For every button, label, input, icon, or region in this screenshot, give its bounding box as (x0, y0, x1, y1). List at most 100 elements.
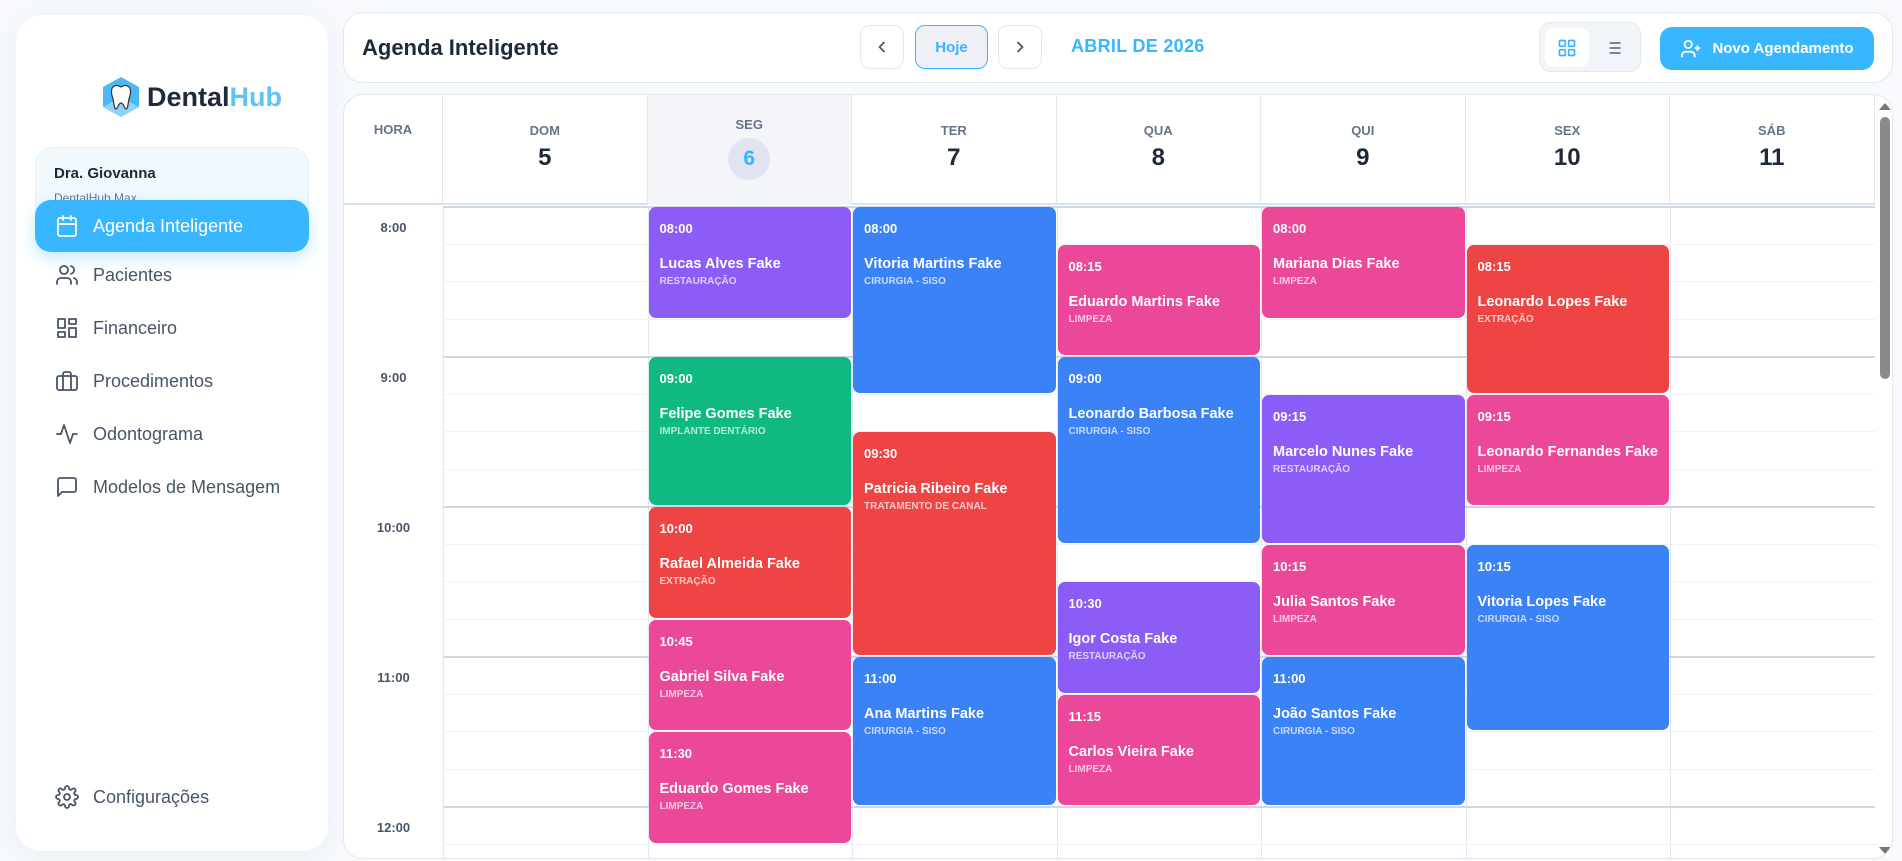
current-month: ABRIL DE 2026 (1071, 36, 1205, 56)
patient-name: Julia Santos Fake (1273, 593, 1396, 610)
sidebar-item-pacientes[interactable]: Pacientes (35, 249, 309, 301)
procedure-name: LIMPEZA (1068, 763, 1113, 775)
calendar-icon (57, 215, 77, 237)
patient-name: Leonardo Barbosa Fake (1068, 406, 1234, 422)
list-icon (1605, 41, 1621, 54)
prev-week-button[interactable] (860, 25, 904, 69)
day-header[interactable]: SEG 6 (647, 95, 852, 205)
procedure-name: CIRURGIA - SISO (1477, 613, 1560, 625)
sidebar: DentalHub Dra. Giovanna DentalHub Max Ag… (16, 15, 328, 851)
grid-line (443, 806, 1875, 808)
patient-name: Eduardo Martins Fake (1068, 293, 1220, 310)
appointment-card[interactable]: 11:30 Eduardo Gomes Fake LIMPEZA (648, 732, 851, 843)
day-header[interactable]: SEX 10 (1466, 95, 1670, 205)
patient-name: Carlos Vieira Fake (1068, 743, 1194, 760)
new-appointment-label: Novo Agendamento (1712, 40, 1854, 57)
user-name: Dra. Giovanna (54, 165, 156, 182)
patient-name: Vitoria Lopes Fake (1477, 593, 1607, 610)
grid-line (443, 581, 1875, 582)
appointment-card[interactable]: 11:00 Ana Martins Fake CIRURGIA - SISO (853, 657, 1056, 805)
appointment-time: 09:00 (659, 371, 693, 386)
day-name: TER (940, 123, 967, 138)
appointment-card[interactable]: 08:00 Lucas Alves Fake RESTAURAÇÃO (648, 207, 851, 318)
appointment-card[interactable]: 08:15 Leonardo Lopes Fake EXTRAÇÃO (1466, 244, 1669, 393)
gear-icon (55, 785, 79, 809)
grid-line (443, 843, 1875, 845)
appointment-card[interactable]: 09:15 Marcelo Nunes Fake RESTAURAÇÃO (1262, 394, 1465, 543)
appointment-time: 11:15 (1068, 708, 1102, 724)
scroll-down-arrow[interactable] (1879, 847, 1891, 854)
patient-name: Leonardo Lopes Fake (1477, 293, 1628, 310)
column-divider (443, 206, 444, 858)
appointment-time: 08:00 (864, 221, 898, 236)
sidebar-item-label: Odontograma (93, 423, 204, 444)
appointment-card[interactable]: 09:00 Felipe Gomes Fake IMPLANTE DENTÁRIO (648, 357, 851, 505)
day-header[interactable]: QUA 8 (1057, 95, 1261, 205)
grid-line (443, 243, 1875, 245)
scroll-up-arrow[interactable] (1879, 103, 1891, 110)
appointment-time: 10:30 (1068, 596, 1102, 611)
next-week-button[interactable] (998, 25, 1042, 69)
appointment-card[interactable]: 10:00 Rafael Almeida Fake EXTRAÇÃO (648, 507, 851, 618)
sidebar-item-odontograma[interactable]: Odontograma (35, 408, 309, 460)
appointment-card[interactable]: 11:00 João Santos Fake CIRURGIA - SISO (1262, 657, 1465, 805)
procedure-name: RESTAURAÇÃO (659, 276, 737, 287)
sidebar-item-agenda[interactable]: Agenda Inteligente (35, 200, 309, 252)
appointment-card[interactable]: 10:15 Julia Santos Fake LIMPEZA (1262, 544, 1465, 655)
sidebar-item-label: Modelos de Mensagem (93, 476, 281, 497)
sidebar-item-label: Configurações (93, 786, 210, 807)
hour-column-header: HORA (344, 95, 443, 205)
sidebar-item-financeiro[interactable]: Financeiro (35, 302, 309, 354)
sidebar-item-procedimentos[interactable]: Procedimentos (35, 355, 309, 407)
grid-line (443, 693, 1875, 695)
appointment-card[interactable]: 10:15 Vitoria Lopes Fake CIRURGIA - SISO (1466, 544, 1669, 730)
users-icon (56, 265, 78, 285)
appointment-card[interactable]: 08:00 Vitoria Martins Fake CIRURGIA - SISO (853, 207, 1056, 393)
view-toggle (1539, 22, 1641, 72)
procedure-name: RESTAURAÇÃO (1068, 651, 1146, 662)
page-title: Agenda Inteligente (362, 35, 559, 60)
grid-icon (1558, 39, 1576, 56)
day-name: SÁB (1758, 123, 1786, 138)
procedure-name: TRATAMENTO DE CANAL (864, 501, 987, 512)
briefcase-icon (56, 371, 78, 391)
procedure-name: LIMPEZA (1273, 276, 1317, 287)
day-header[interactable]: QUI 9 (1261, 95, 1466, 205)
new-appointment-button[interactable]: Novo Agendamento (1660, 27, 1874, 70)
logo: DentalHub (101, 75, 282, 119)
sidebar-item-modelos-mensagem[interactable]: Modelos de Mensagem (35, 461, 309, 513)
day-header[interactable]: TER 7 (852, 95, 1057, 205)
sidebar-item-label: Procedimentos (93, 370, 214, 391)
patient-name: Igor Costa Fake (1068, 631, 1178, 647)
appointment-card[interactable]: 08:15 Eduardo Martins Fake LIMPEZA (1057, 244, 1260, 355)
appointment-card[interactable]: 08:00 Mariana Dias Fake LIMPEZA (1262, 207, 1465, 318)
today-button[interactable]: Hoje (915, 25, 988, 69)
appointment-card[interactable]: 09:00 Leonardo Barbosa Fake CIRURGIA - SIS… (1057, 357, 1260, 543)
day-header[interactable]: DOM 5 (443, 95, 648, 205)
appointment-card[interactable]: 10:30 Igor Costa Fake RESTAURAÇÃO (1057, 582, 1260, 693)
column-divider (852, 206, 853, 858)
procedure-name: CIRURGIA - SISO (864, 276, 946, 287)
grid-view-button[interactable] (1545, 28, 1589, 67)
column-divider (1465, 206, 1467, 858)
list-view-button[interactable] (1591, 28, 1635, 67)
procedure-name: LIMPEZA (1477, 463, 1522, 475)
day-header[interactable]: SÁB 11 (1670, 95, 1875, 205)
message-icon (57, 477, 77, 497)
patient-name: Eduardo Gomes Fake (659, 781, 809, 797)
scrollbar[interactable] (1875, 95, 1892, 858)
appointment-card[interactable]: 09:15 Leonardo Fernandes Fake LIMPEZA (1466, 394, 1669, 505)
appointment-card[interactable]: 09:30 Patricia Ribeiro Fake TRATAMENTO DE … (853, 432, 1056, 655)
scrollbar-thumb[interactable] (1880, 117, 1890, 379)
chevron-left-icon (878, 41, 886, 53)
appointment-card[interactable]: 10:45 Gabriel Silva Fake LIMPEZA (648, 619, 851, 730)
appointment-card[interactable]: 11:15 Carlos Vieira Fake LIMPEZA (1057, 694, 1260, 805)
appointment-time: 11:00 (864, 671, 897, 686)
column-divider (1056, 206, 1058, 858)
day-name: DOM (529, 123, 560, 138)
patient-name: Lucas Alves Fake (659, 256, 781, 272)
patient-name: Felipe Gomes Fake (659, 406, 792, 422)
sidebar-item-configuracoes[interactable]: Configurações (35, 771, 309, 823)
procedure-name: LIMPEZA (1068, 313, 1113, 325)
hour-label: 11:00 (377, 670, 410, 685)
